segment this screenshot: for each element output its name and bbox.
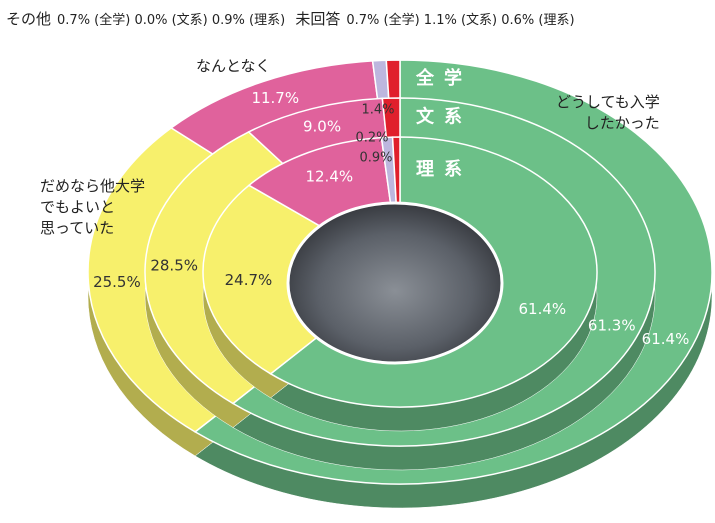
category-label: だめなら他大学 でもよいと 思っていた	[40, 177, 146, 237]
category-label: どうしても入学 したかった	[556, 93, 660, 132]
ring-label: 全学	[415, 67, 472, 89]
value-label: 61.3%	[588, 316, 636, 334]
small-label: 1.4%	[361, 103, 394, 118]
value-label: 25.5%	[93, 273, 141, 291]
small-label: 0.9%	[359, 151, 392, 166]
value-label: 24.7%	[225, 271, 273, 289]
ring-label: 理系	[416, 159, 472, 180]
value-label: 11.7%	[251, 89, 299, 107]
header: その他 0.7% (全学) 0.0% (文系) 0.9% (理系) 未回答 0.7%…	[6, 8, 581, 29]
value-label: 61.4%	[519, 300, 567, 318]
photo	[286, 201, 504, 365]
value-label: 9.0%	[303, 117, 341, 135]
ring-label: 文系	[416, 106, 472, 128]
value-label: 61.4%	[642, 330, 690, 348]
legend-note: 0.7% (全学) 1.1% (文系) 0.6% (理系)	[346, 13, 575, 28]
value-labels: 全学 61.4% 25.5% 11.7% 文系 61.3% 28.5% 9.0% 理系 61.4%…	[93, 67, 689, 348]
category-label: なんとなく	[196, 57, 271, 75]
small-label: 0.2%	[355, 131, 388, 146]
value-label: 28.5%	[150, 256, 198, 274]
legend-name: 未回答	[295, 10, 341, 28]
value-label: 12.4%	[305, 167, 353, 185]
legend-note: 0.7% (全学) 0.0% (文系) 0.9% (理系)	[57, 13, 286, 28]
legend-name: その他	[6, 10, 52, 28]
